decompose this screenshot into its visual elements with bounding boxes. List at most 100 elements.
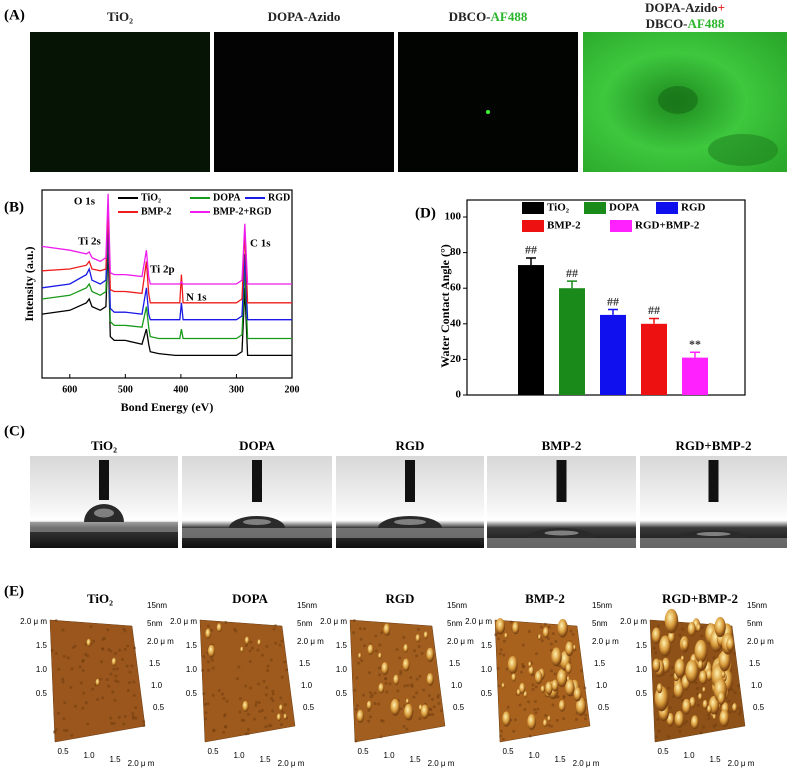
afm-texture xyxy=(533,708,537,712)
afm-axis-label: 15nm xyxy=(747,601,767,610)
afm-texture xyxy=(528,734,532,738)
afm-axis-label: 1.5 xyxy=(259,755,271,764)
afm-texture xyxy=(685,719,689,723)
afm-peak xyxy=(367,644,374,656)
afm-texture xyxy=(551,703,555,707)
needle xyxy=(252,460,262,502)
error-bar xyxy=(690,351,700,358)
afm-axis-label: 5nm xyxy=(147,619,163,628)
afm-texture xyxy=(56,711,60,715)
label-part: + xyxy=(718,0,725,15)
afm-peak xyxy=(257,639,261,646)
afm-texture xyxy=(356,661,360,665)
afm-texture xyxy=(251,646,255,650)
afm-texture xyxy=(701,725,705,729)
afm-peak xyxy=(512,621,520,635)
afm-texture xyxy=(714,723,718,727)
afm-peak xyxy=(551,679,559,692)
fluorescence-image xyxy=(214,32,394,172)
afm-peak xyxy=(575,697,587,716)
afm-texture xyxy=(353,688,357,692)
afm-texture xyxy=(549,669,553,673)
afm-texture xyxy=(204,711,208,715)
significance-label: ## xyxy=(648,303,660,317)
afm-axis-label: 1.5 xyxy=(109,755,121,764)
afm-texture xyxy=(61,680,65,684)
afm-peak xyxy=(542,719,548,728)
afm-texture xyxy=(547,625,551,629)
afm-peak xyxy=(426,673,434,686)
afm-peak xyxy=(504,632,508,639)
fluorescence-image xyxy=(398,32,578,172)
afm-texture xyxy=(111,690,115,694)
afm-texture xyxy=(281,710,285,714)
afm-texture xyxy=(657,729,661,733)
afm-texture xyxy=(211,666,215,670)
afm-texture xyxy=(210,658,214,662)
afm-peak xyxy=(652,658,661,673)
afm-texture xyxy=(264,725,268,729)
afm-texture xyxy=(266,664,270,668)
afm-axis-label: 0.5 xyxy=(207,747,219,756)
afm-texture xyxy=(271,709,275,713)
afm-texture xyxy=(278,643,282,647)
dark-patch xyxy=(658,86,698,114)
afm-texture xyxy=(739,710,743,714)
afm-texture xyxy=(212,729,216,733)
afm-peak xyxy=(705,669,713,681)
afm-texture xyxy=(534,711,538,715)
afm-axis-label: 0.5 xyxy=(502,747,514,756)
afm-texture xyxy=(671,666,675,670)
afm-axis-label: 1.5 xyxy=(186,641,198,650)
sample-label: DOPA xyxy=(239,438,275,453)
afm-peak xyxy=(511,673,517,682)
afm-peak xyxy=(420,704,429,719)
error-bar xyxy=(608,308,618,315)
afm-texture xyxy=(555,718,559,722)
afm-axis-label: 1.5 xyxy=(636,641,648,650)
error-bar xyxy=(567,280,577,289)
afm-texture xyxy=(217,689,221,693)
droplet-highlight xyxy=(94,508,114,518)
afm-texture xyxy=(202,654,206,658)
afm-axis-label: 1.5 xyxy=(709,755,721,764)
afm-texture xyxy=(580,669,584,673)
afm-peak xyxy=(519,682,526,694)
afm-axis-label: 1.0 xyxy=(83,751,95,760)
afm-peak xyxy=(573,687,582,702)
afm-texture xyxy=(57,667,61,671)
legend-label: DOPA xyxy=(213,192,241,203)
afm-texture xyxy=(683,722,687,726)
afm-peak xyxy=(358,653,362,659)
image-label: TiO₂ xyxy=(107,9,133,24)
afm-peak xyxy=(690,715,699,730)
afm-texture xyxy=(109,672,113,676)
afm-peak xyxy=(714,616,726,638)
sample-label: TiO₂ xyxy=(91,438,117,453)
afm-texture xyxy=(706,713,710,717)
afm-texture xyxy=(113,698,117,702)
afm-texture xyxy=(678,633,682,637)
afm-texture xyxy=(499,734,503,738)
droplet-highlight xyxy=(394,519,426,525)
legend-label: TiO₂ xyxy=(547,202,570,214)
afm-peak xyxy=(403,644,409,653)
afm-axis-label: 2.0 μ m xyxy=(747,637,774,646)
image-label: DOPA-Azido xyxy=(268,9,341,24)
x-tick-label: 200 xyxy=(285,384,300,395)
afm-texture xyxy=(656,718,660,722)
afm-texture xyxy=(112,667,116,671)
afm-texture xyxy=(112,721,116,725)
afm-axis-label: 2.0 μ m xyxy=(170,617,197,626)
afm-texture xyxy=(521,665,525,669)
afm-texture xyxy=(439,709,443,713)
bar xyxy=(682,357,708,395)
substrate-reflection xyxy=(30,522,178,532)
afm-texture xyxy=(81,659,85,663)
needle xyxy=(556,460,567,502)
afm-peak xyxy=(681,638,689,652)
afm-texture xyxy=(253,717,257,721)
afm-peak xyxy=(278,704,283,712)
y-axis-title: Water Contact Angle (°) xyxy=(438,244,452,368)
afm-texture xyxy=(70,667,74,671)
